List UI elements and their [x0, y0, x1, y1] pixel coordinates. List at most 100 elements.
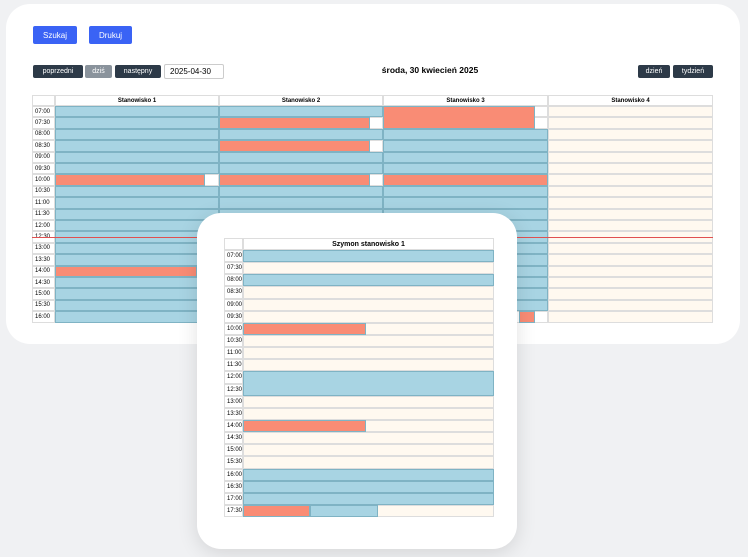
time-label: 08:00	[224, 274, 243, 287]
time-label: 07:00	[32, 106, 55, 118]
slot	[548, 254, 713, 266]
event	[519, 311, 535, 323]
slot	[548, 208, 713, 220]
event	[383, 140, 548, 152]
slot	[548, 106, 713, 118]
slot	[243, 286, 494, 299]
event	[55, 185, 219, 198]
event	[383, 106, 535, 129]
event	[219, 151, 383, 163]
week-button[interactable]: tydzień	[673, 65, 713, 78]
next-button[interactable]: następny	[115, 65, 161, 78]
slot	[548, 277, 713, 289]
prev-button[interactable]: poprzedni	[33, 65, 83, 78]
time-label: 13:00	[32, 242, 55, 255]
time-label: 10:30	[32, 185, 55, 198]
time-label: 09:00	[32, 151, 55, 163]
slot	[243, 444, 494, 457]
event	[55, 151, 219, 163]
event	[383, 151, 548, 163]
slot	[548, 242, 713, 255]
slot	[243, 262, 494, 275]
time-label: 09:30	[224, 310, 243, 323]
slot	[548, 163, 713, 175]
event	[55, 163, 219, 175]
search-button[interactable]: Szukaj	[33, 26, 77, 44]
time-label: 16:30	[224, 480, 243, 493]
column-header: Stanowisko 3	[383, 95, 548, 106]
day-button[interactable]: dzień	[638, 65, 670, 78]
slot	[548, 288, 713, 300]
date-input[interactable]: 2025-04-30	[164, 64, 224, 79]
slot	[243, 298, 494, 311]
time-label: 14:30	[224, 432, 243, 445]
slot	[548, 128, 713, 141]
time-label: 14:00	[32, 265, 55, 277]
slot	[548, 197, 713, 209]
event	[55, 265, 197, 277]
event	[55, 117, 219, 129]
event	[55, 288, 219, 300]
event	[219, 174, 370, 186]
time-label: 12:30	[224, 383, 243, 396]
event	[219, 185, 383, 198]
time-label: 16:00	[224, 468, 243, 481]
event	[55, 242, 219, 255]
event	[243, 322, 366, 335]
time-label: 08:30	[32, 140, 55, 152]
column-header: Stanowisko 2	[219, 95, 383, 106]
time-label: 09:00	[224, 298, 243, 311]
time-label: 15:00	[224, 444, 243, 457]
slot	[243, 407, 494, 420]
event	[383, 128, 548, 141]
event	[383, 185, 548, 198]
event	[55, 299, 219, 312]
event	[55, 220, 219, 232]
time-label: 11:30	[224, 359, 243, 372]
slot	[548, 299, 713, 312]
time-label: 13:30	[224, 407, 243, 420]
slot	[243, 310, 494, 323]
event	[243, 419, 366, 433]
time-label: 11:00	[32, 197, 55, 209]
event	[243, 504, 310, 518]
today-button[interactable]: dziś	[85, 65, 112, 78]
event	[55, 311, 219, 323]
time-label: 10:00	[32, 174, 55, 186]
event	[219, 117, 370, 129]
time-label: 11:00	[224, 347, 243, 360]
event	[243, 492, 494, 505]
time-label: 15:30	[224, 456, 243, 469]
time-label: 16:00	[32, 311, 55, 323]
time-label: 15:00	[32, 288, 55, 300]
slot	[243, 432, 494, 445]
event	[55, 128, 219, 141]
time-label: 08:00	[32, 128, 55, 141]
time-label: 12:00	[32, 220, 55, 232]
time-label: 13:30	[32, 254, 55, 266]
date-title: środa, 30 kwiecień 2025	[381, 65, 479, 75]
print-button[interactable]: Drukuj	[89, 26, 132, 44]
time-label: 09:30	[32, 163, 55, 175]
time-label: 08:30	[224, 286, 243, 299]
time-label: 13:00	[224, 395, 243, 408]
time-label: 11:30	[32, 208, 55, 220]
corner	[224, 238, 243, 250]
slot	[548, 265, 713, 277]
event	[55, 174, 205, 186]
event	[55, 277, 219, 289]
time-label: 17:30	[224, 504, 243, 518]
event	[383, 174, 548, 186]
corner	[32, 95, 55, 106]
column-header: Stanowisko 1	[55, 95, 219, 106]
event	[219, 106, 383, 118]
event	[383, 197, 548, 209]
event	[219, 128, 383, 141]
slot	[548, 311, 713, 323]
time-label: 14:30	[32, 277, 55, 289]
slot	[548, 151, 713, 163]
slot	[243, 359, 494, 372]
event	[219, 163, 383, 175]
slot	[548, 174, 713, 186]
